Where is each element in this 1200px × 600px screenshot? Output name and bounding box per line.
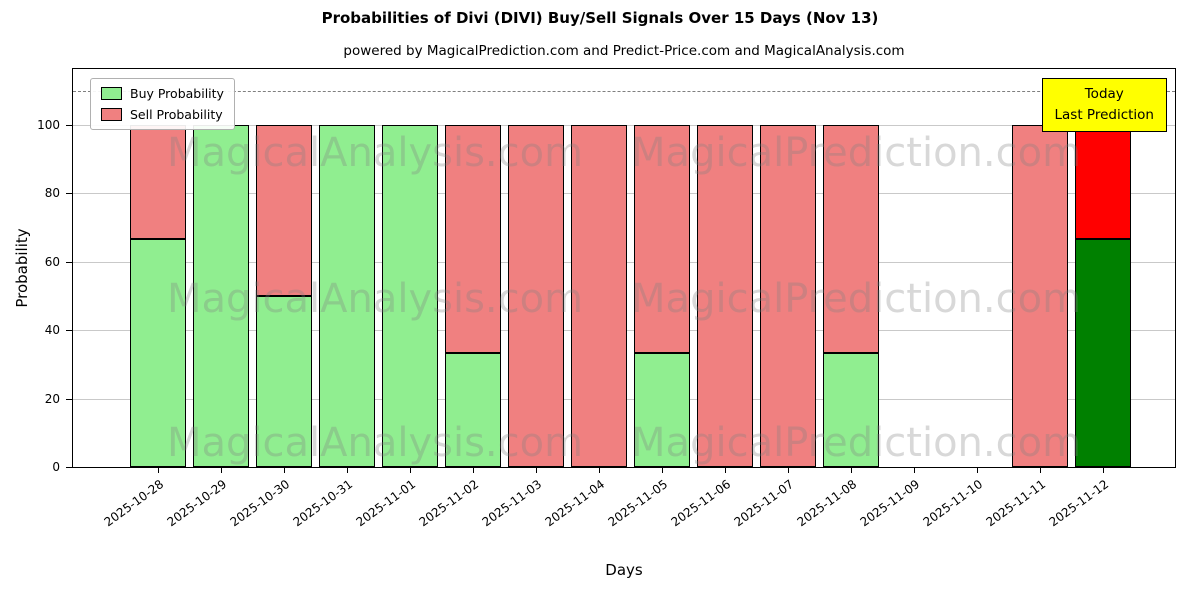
bar-segment-sell-2025-11-03 bbox=[508, 124, 564, 467]
bar-segment-buy-2025-10-30 bbox=[256, 295, 312, 467]
x-tick-mark bbox=[409, 468, 411, 473]
bar-segment-sell-2025-11-07 bbox=[760, 124, 816, 467]
y-tick-mark bbox=[66, 124, 72, 126]
legend: Buy Probability Sell Probability bbox=[90, 78, 235, 130]
y-tick-mark bbox=[66, 261, 72, 263]
legend-item-buy: Buy Probability bbox=[101, 86, 224, 101]
x-tick-mark bbox=[472, 468, 474, 473]
y-tick-mark bbox=[66, 330, 72, 332]
bar-segment-sell-2025-11-11 bbox=[1012, 124, 1068, 467]
bar-segment-sell-2025-10-30 bbox=[256, 124, 312, 296]
today-annotation: Today Last Prediction bbox=[1041, 78, 1167, 132]
y-tick-label: 40 bbox=[44, 323, 60, 338]
sell-probability-swatch bbox=[101, 108, 122, 121]
y-tick-mark bbox=[66, 398, 72, 400]
y-tick-mark bbox=[66, 193, 72, 195]
x-tick-mark bbox=[913, 468, 915, 473]
x-tick-mark bbox=[283, 468, 285, 473]
bar-segment-sell-2025-11-04 bbox=[571, 124, 627, 467]
bar-segment-sell-2025-11-12 bbox=[1075, 124, 1131, 239]
threshold-dashed-line bbox=[73, 90, 1175, 92]
x-tick-mark bbox=[787, 468, 789, 473]
y-tick-label: 20 bbox=[44, 391, 60, 406]
x-tick-mark bbox=[724, 468, 726, 473]
y-tick-label: 100 bbox=[37, 117, 60, 132]
bar-segment-buy-2025-11-05 bbox=[634, 352, 690, 467]
bar-segment-buy-2025-11-02 bbox=[445, 352, 501, 467]
y-tick-mark bbox=[66, 467, 72, 468]
bar-segment-buy-2025-10-31 bbox=[319, 124, 375, 467]
y-tick-label: 60 bbox=[44, 254, 60, 269]
x-tick-mark bbox=[1102, 468, 1104, 473]
buy-probability-swatch bbox=[101, 87, 122, 100]
x-tick-mark bbox=[346, 468, 348, 473]
bar-segment-sell-2025-11-05 bbox=[634, 124, 690, 353]
chart-title: Probabilities of Divi (DIVI) Buy/Sell Si… bbox=[321, 9, 879, 27]
x-tick-mark bbox=[1039, 468, 1041, 473]
x-axis-label: Days bbox=[605, 561, 643, 579]
bar-segment-sell-2025-11-06 bbox=[697, 124, 753, 467]
annotation-line-2: Last Prediction bbox=[1054, 106, 1154, 123]
legend-item-sell: Sell Probability bbox=[101, 107, 224, 122]
bar-segment-buy-2025-11-12 bbox=[1075, 238, 1131, 467]
x-tick-mark bbox=[850, 468, 852, 473]
x-tick-mark bbox=[220, 468, 222, 473]
x-tick-mark bbox=[661, 468, 663, 473]
x-tick-mark bbox=[598, 468, 600, 473]
bar-segment-buy-2025-10-28 bbox=[130, 238, 186, 467]
legend-label-buy: Buy Probability bbox=[130, 86, 224, 101]
x-tick-mark bbox=[976, 468, 978, 473]
y-tick-label: 80 bbox=[44, 186, 60, 201]
x-tick-mark bbox=[157, 468, 159, 473]
bar-segment-buy-2025-11-01 bbox=[382, 124, 438, 467]
annotation-line-1: Today bbox=[1084, 86, 1124, 102]
bar-segment-sell-2025-11-08 bbox=[823, 124, 879, 353]
x-tick-mark bbox=[535, 468, 537, 473]
bar-segment-buy-2025-10-29 bbox=[193, 124, 249, 467]
bar-segment-sell-2025-11-02 bbox=[445, 124, 501, 353]
plot-area: Buy Probability Sell Probability Today L… bbox=[72, 68, 1176, 468]
bar-segment-buy-2025-11-08 bbox=[823, 352, 879, 467]
y-tick-label: 0 bbox=[52, 460, 60, 474]
bar-segment-sell-2025-10-28 bbox=[130, 124, 186, 239]
legend-label-sell: Sell Probability bbox=[130, 107, 223, 122]
chart-subtitle: powered by MagicalPrediction.com and Pre… bbox=[343, 43, 905, 59]
